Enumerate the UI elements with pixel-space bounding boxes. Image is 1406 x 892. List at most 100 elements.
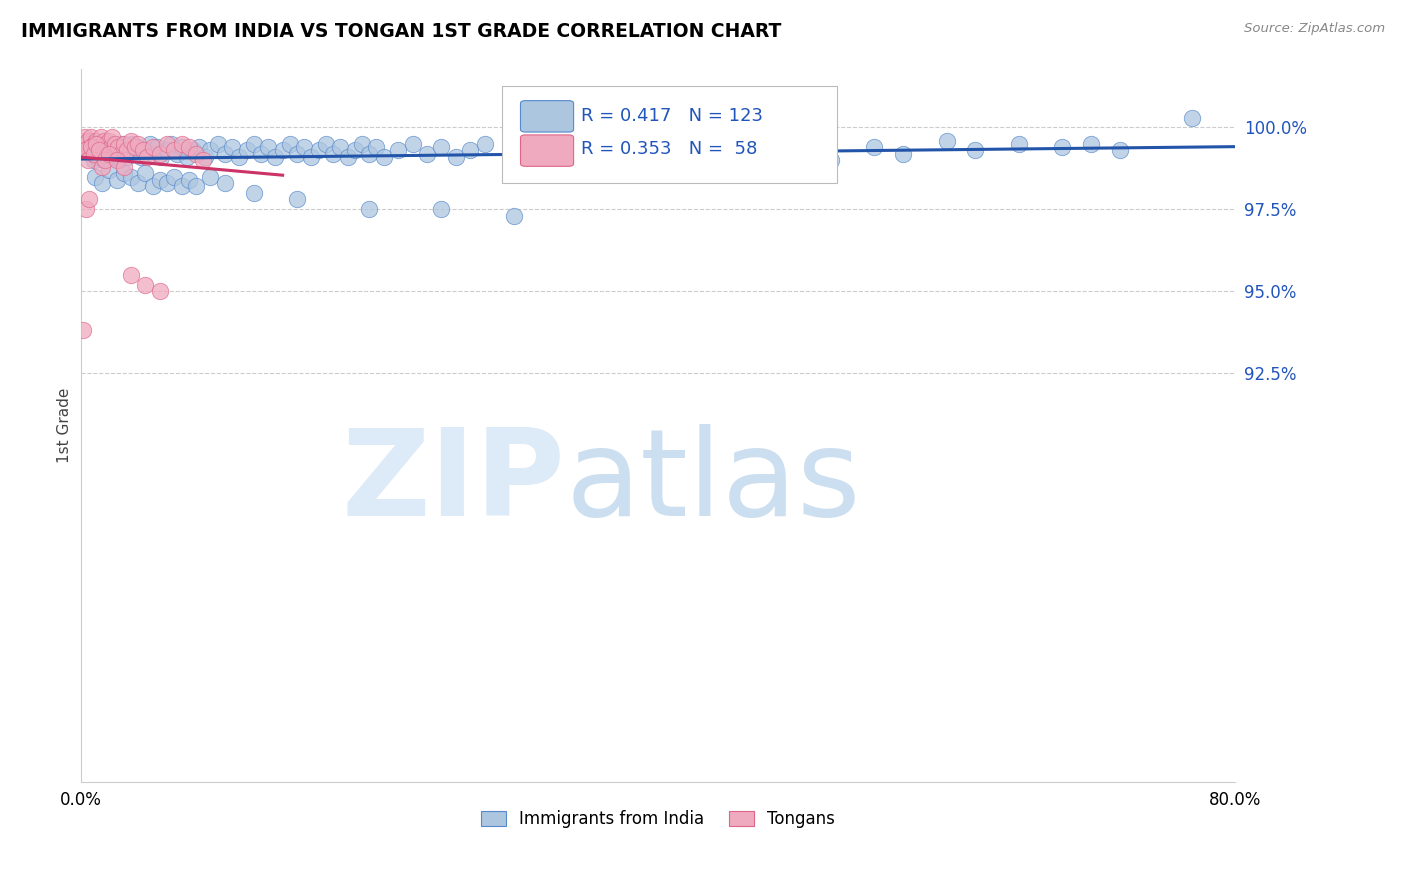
Point [1181, 111, 1204, 125]
Point [416, 146, 439, 161]
Point [97, 144, 120, 158]
Point [285, 193, 308, 207]
Legend: Immigrants from India, Tongans: Immigrants from India, Tongans [474, 804, 842, 835]
Point [73, 130, 96, 145]
Point [134, 277, 156, 292]
Point [131, 144, 153, 158]
Point [1108, 144, 1130, 158]
Point [315, 136, 337, 151]
Point [329, 140, 352, 154]
Point [163, 144, 186, 158]
Point [221, 140, 243, 154]
Point [502, 146, 524, 161]
Point [97, 150, 120, 164]
Point [105, 140, 128, 154]
Point [110, 144, 132, 158]
Point [184, 179, 207, 194]
Point [146, 140, 169, 154]
Point [177, 173, 200, 187]
Point [170, 140, 193, 154]
Point [83, 146, 105, 161]
Point [194, 150, 217, 164]
Point [366, 140, 388, 154]
Point [704, 144, 727, 158]
Point [98, 134, 121, 148]
Point [350, 136, 373, 151]
Point [103, 144, 125, 158]
Point [617, 146, 640, 161]
Point [242, 186, 264, 200]
Point [79, 146, 101, 161]
Point [79, 140, 101, 154]
Point [104, 136, 127, 151]
Point [142, 140, 165, 154]
Text: ZIP: ZIP [342, 424, 565, 541]
Point [359, 202, 381, 217]
Point [891, 146, 914, 161]
Point [127, 136, 149, 151]
Point [458, 144, 481, 158]
Point [170, 136, 193, 151]
Point [149, 146, 172, 161]
Point [96, 136, 118, 151]
Point [112, 136, 135, 151]
Point [121, 136, 143, 151]
Point [965, 144, 987, 158]
Point [76, 153, 98, 168]
Point [115, 144, 138, 158]
Point [91, 160, 114, 174]
Point [105, 173, 128, 187]
Point [93, 153, 115, 168]
Point [105, 153, 128, 168]
Point [242, 136, 264, 151]
Point [214, 146, 236, 161]
Point [94, 146, 117, 161]
Point [86, 136, 108, 151]
Point [80, 144, 103, 158]
Point [98, 163, 121, 178]
Point [118, 144, 141, 158]
Point [308, 144, 330, 158]
Point [160, 136, 183, 151]
FancyBboxPatch shape [520, 101, 574, 132]
Point [156, 176, 179, 190]
Point [84, 140, 107, 154]
Text: atlas: atlas [565, 424, 860, 541]
Point [264, 150, 287, 164]
Point [90, 130, 112, 145]
Point [107, 146, 129, 161]
Point [104, 150, 127, 164]
Point [675, 150, 697, 164]
Point [90, 146, 112, 161]
Point [84, 140, 107, 154]
Point [87, 136, 110, 151]
Point [430, 140, 453, 154]
Point [108, 153, 131, 168]
Point [647, 140, 669, 154]
Point [98, 140, 121, 154]
Point [110, 146, 132, 161]
Point [546, 150, 568, 164]
Point [114, 140, 136, 154]
Point [935, 134, 957, 148]
Point [134, 144, 156, 158]
Point [127, 176, 149, 190]
Point [77, 140, 100, 154]
Point [134, 166, 156, 180]
Point [76, 144, 98, 158]
Point [86, 150, 108, 164]
Point [156, 144, 179, 158]
Point [1008, 136, 1031, 151]
Point [112, 166, 135, 180]
Point [322, 146, 344, 161]
Point [70, 134, 93, 148]
Point [100, 146, 122, 161]
Point [120, 134, 142, 148]
Point [80, 134, 103, 148]
Point [72, 140, 94, 154]
Point [214, 176, 236, 190]
Point [112, 146, 135, 161]
Point [207, 136, 229, 151]
Point [359, 146, 381, 161]
Point [444, 150, 467, 164]
